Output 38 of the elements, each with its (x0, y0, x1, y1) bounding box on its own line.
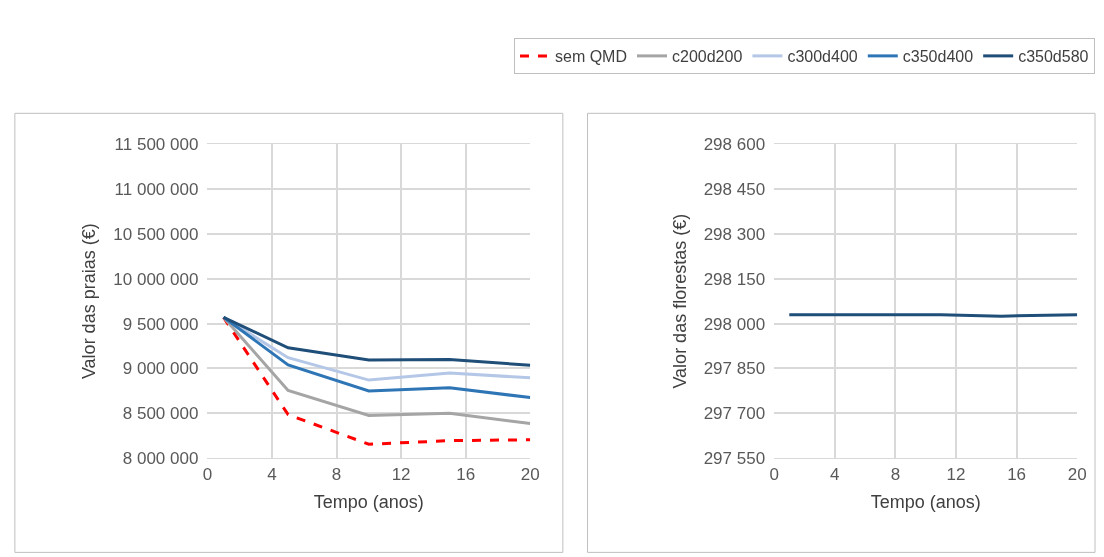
y-tick-label: 9 500 000 (122, 314, 199, 334)
y-tick-label: 9 000 000 (122, 359, 199, 379)
x-tick-label: 0 (769, 464, 779, 484)
y-tick-label: 297 700 (703, 404, 766, 424)
x-axis-title: Tempo (anos) (870, 491, 981, 512)
y-tick-label: 298 000 (703, 314, 766, 334)
y-tick-label: 298 600 (703, 135, 766, 155)
y-tick-label: 8 500 000 (122, 404, 199, 424)
x-tick-label: 4 (267, 464, 277, 484)
y-tick-label: 11 500 000 (114, 135, 199, 155)
x-axis-title: Tempo (anos) (313, 491, 424, 512)
y-tick-label: 11 000 000 (114, 180, 199, 200)
y-tick-label: 10 000 000 (113, 269, 199, 289)
y-tick-label: 10 500 000 (113, 224, 199, 244)
y-axis-title: Valor das florestas (€) (669, 213, 690, 389)
x-tick-label: 12 (946, 464, 966, 484)
x-tick-label: 20 (1067, 464, 1087, 484)
x-tick-label: 20 (520, 464, 540, 484)
x-tick-label: 8 (331, 464, 342, 484)
y-tick-label: 297 550 (703, 449, 766, 469)
legend-label: c350d400 (902, 48, 974, 66)
x-tick-label: 16 (456, 464, 476, 484)
legend-label: c300d400 (787, 48, 858, 66)
legend-label: c200d200 (672, 48, 743, 66)
y-tick-label: 298 450 (703, 180, 766, 200)
y-tick-label: 8 000 000 (122, 449, 199, 469)
x-tick-label: 4 (830, 464, 840, 484)
x-tick-label: 0 (202, 464, 213, 484)
legend-label: sem QMD (555, 48, 627, 66)
y-tick-label: 298 150 (703, 269, 766, 289)
line-series (222, 315, 531, 367)
x-tick-label: 16 (1007, 464, 1027, 484)
y-axis-title: Valor das praias (€) (79, 223, 100, 380)
x-tick-label: 8 (890, 464, 901, 484)
x-tick-label: 12 (391, 464, 411, 484)
y-tick-label: 298 300 (703, 224, 766, 244)
y-tick-label: 297 850 (703, 359, 766, 379)
legend-label: c350d580 (1018, 48, 1089, 66)
